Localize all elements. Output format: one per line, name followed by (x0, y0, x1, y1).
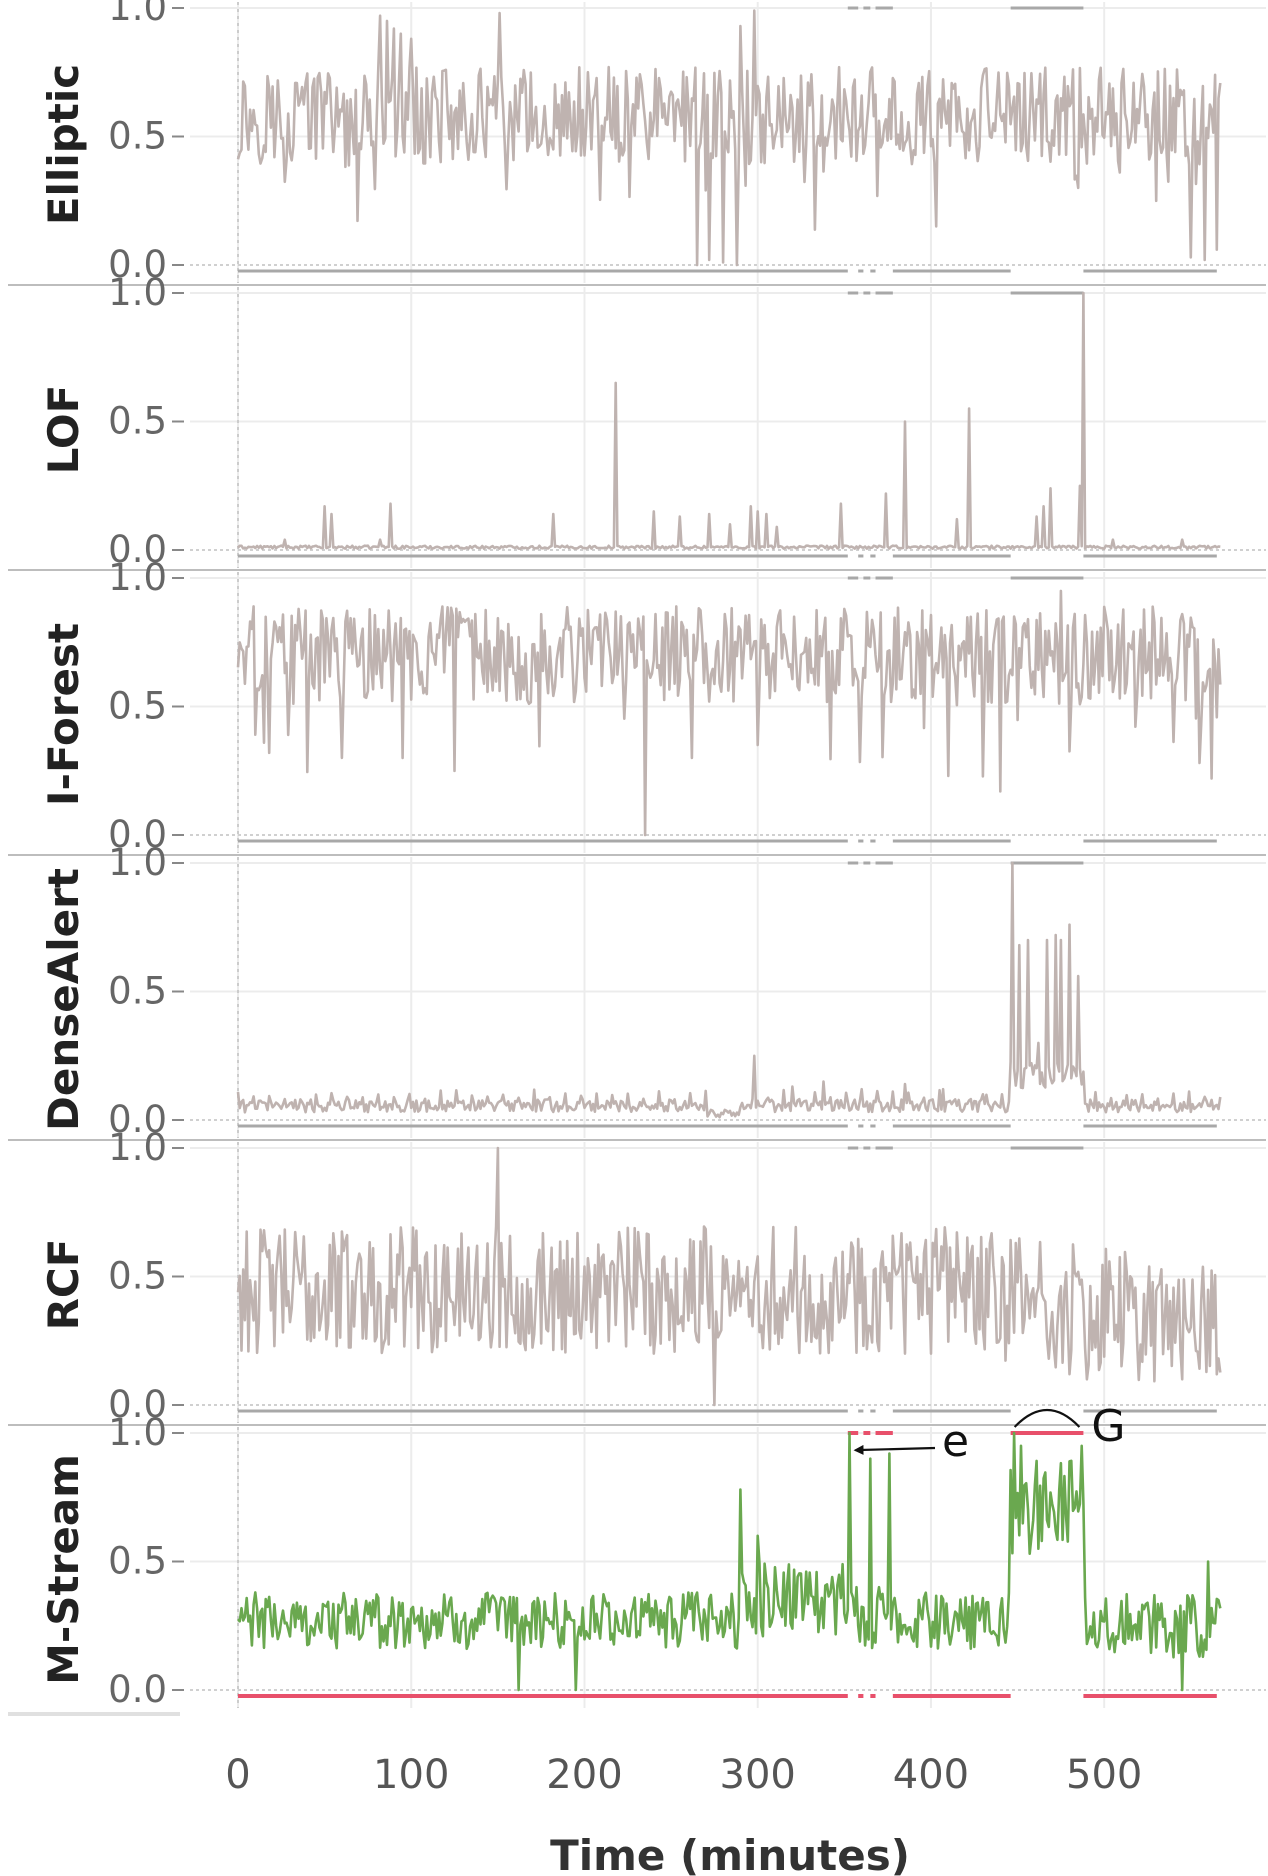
panel-label: Elliptic (39, 64, 88, 225)
y-tick-label: 1.0 (108, 1411, 167, 1454)
panel-m-stream: 0.0 0.5 1.0 M-Stream (39, 1411, 1266, 1711)
x-tick-label: 400 (893, 1752, 969, 1798)
y-tick-label: 1.0 (108, 1126, 167, 1169)
panel-densealert: 0.0 0.5 1.0 DenseAlert (8, 841, 1266, 1141)
x-tick-label: 0 (225, 1752, 250, 1798)
y-tick-label: 1.0 (108, 0, 167, 29)
panel-label: RCF (39, 1239, 88, 1331)
annotation-arrow-e (853, 1444, 936, 1455)
y-tick-label: 0.0 (108, 813, 167, 856)
series-line-densealert (236, 861, 1222, 1119)
panels-layer: 0.0 0.5 1.0 Elliptic 0.0 0.5 1.0 LOF 0.0 0.5 1.0 I-… (8, 0, 1266, 1711)
annotation-label-e: e (942, 1416, 969, 1467)
y-tick-label: 0.5 (108, 400, 167, 443)
panel-elliptic: 0.0 0.5 1.0 Elliptic (8, 0, 1266, 286)
series-line-i-forest (236, 589, 1222, 837)
y-tick-label: 0.5 (108, 1255, 167, 1298)
panel-lof: 0.0 0.5 1.0 LOF (8, 271, 1266, 571)
y-tick-label: 0.5 (108, 1540, 167, 1583)
y-tick-label: 1.0 (108, 841, 167, 884)
x-tick-label: 200 (546, 1752, 622, 1798)
series-line-rcf (236, 1146, 1222, 1407)
x-tick-label: 100 (373, 1752, 449, 1798)
x-axis-title: Time (minutes) (550, 1831, 910, 1876)
y-tick-label: 0.0 (108, 1098, 167, 1141)
x-tick-label: 300 (720, 1752, 796, 1798)
y-tick-label: 0.5 (108, 685, 167, 728)
y-tick-label: 0.0 (108, 1668, 167, 1711)
x-tick-label: 500 (1066, 1752, 1142, 1798)
y-tick-label: 1.0 (108, 556, 167, 599)
y-tick-label: 0.5 (108, 970, 167, 1013)
panel-label: I-Forest (39, 623, 88, 806)
y-tick-label: 0.0 (108, 1383, 167, 1426)
annotation-label-g: G (1091, 1401, 1125, 1452)
panel-label: DenseAlert (39, 868, 88, 1131)
y-tick-label: 0.0 (108, 243, 167, 286)
y-tick-label: 1.0 (108, 271, 167, 314)
panel-i-forest: 0.0 0.5 1.0 I-Forest (8, 556, 1266, 856)
x-axis: 0 100 200 300 400 500 Time (minutes) (8, 1712, 1142, 1876)
y-tick-label: 0.5 (108, 115, 167, 158)
series-line-elliptic (236, 9, 1222, 267)
annotation-bracket-g (1013, 1408, 1081, 1428)
series-line-m-stream (236, 1431, 1222, 1692)
panel-rcf: 0.0 0.5 1.0 RCF (8, 1126, 1266, 1426)
y-tick-label: 0.0 (108, 528, 167, 571)
panel-label: LOF (39, 385, 88, 475)
series-line-lof (237, 291, 1221, 550)
panel-label: M-Stream (39, 1454, 88, 1685)
